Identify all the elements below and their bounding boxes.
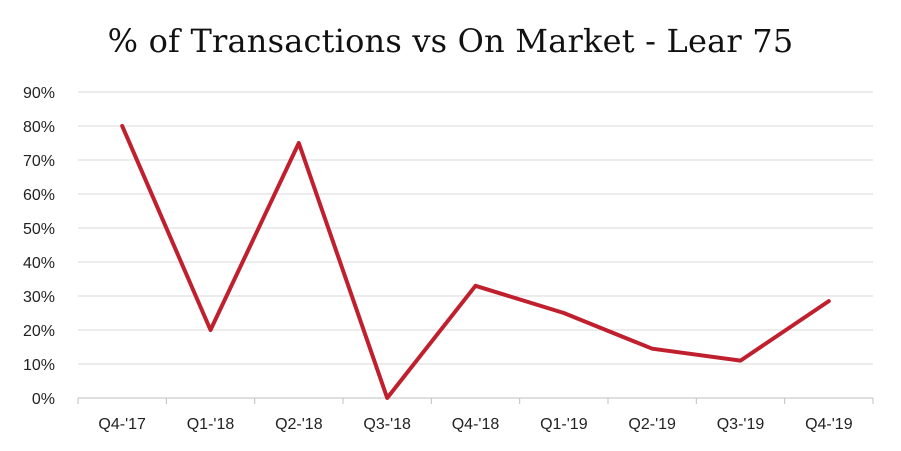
y-tick-label: 80% [23, 119, 55, 136]
x-tick-label: Q2-'19 [628, 416, 676, 433]
x-tick-label: Q3-'19 [717, 416, 765, 433]
y-tick-label: 30% [23, 289, 55, 306]
y-tick-label: 40% [23, 255, 55, 272]
y-tick-label: 20% [23, 323, 55, 340]
x-tick-label: Q2-'18 [275, 416, 323, 433]
x-tick-label: Q1-'18 [187, 416, 235, 433]
series-group [120, 124, 831, 400]
x-tick-label: Q3-'18 [363, 416, 411, 433]
y-tick-label: 60% [23, 187, 55, 204]
y-tick-label: 10% [23, 357, 55, 374]
chart-title: % of Transactions vs On Market - Lear 75 [107, 22, 794, 60]
y-tick-label: 0% [32, 391, 55, 408]
x-tick-labels: Q4-'17 Q1-'18 Q2-'18 Q3-'18 Q4-'18 Q1-'19 Q2-'… [98, 416, 852, 433]
y-tick-label: 50% [23, 221, 55, 238]
y-tick-labels: 0% 10% 20% 30% 40% 50% 60% 70% 80% 90% [23, 85, 55, 408]
x-tick-label: Q1-'19 [540, 416, 588, 433]
series-line [120, 124, 831, 400]
x-axis [77, 397, 874, 404]
x-tick-label: Q4-'19 [805, 416, 853, 433]
x-tick-label: Q4-'18 [452, 416, 500, 433]
gridlines [78, 91, 873, 365]
x-tick-label: Q4-'17 [98, 416, 146, 433]
y-tick-label: 90% [23, 85, 55, 102]
y-tick-label: 70% [23, 153, 55, 170]
